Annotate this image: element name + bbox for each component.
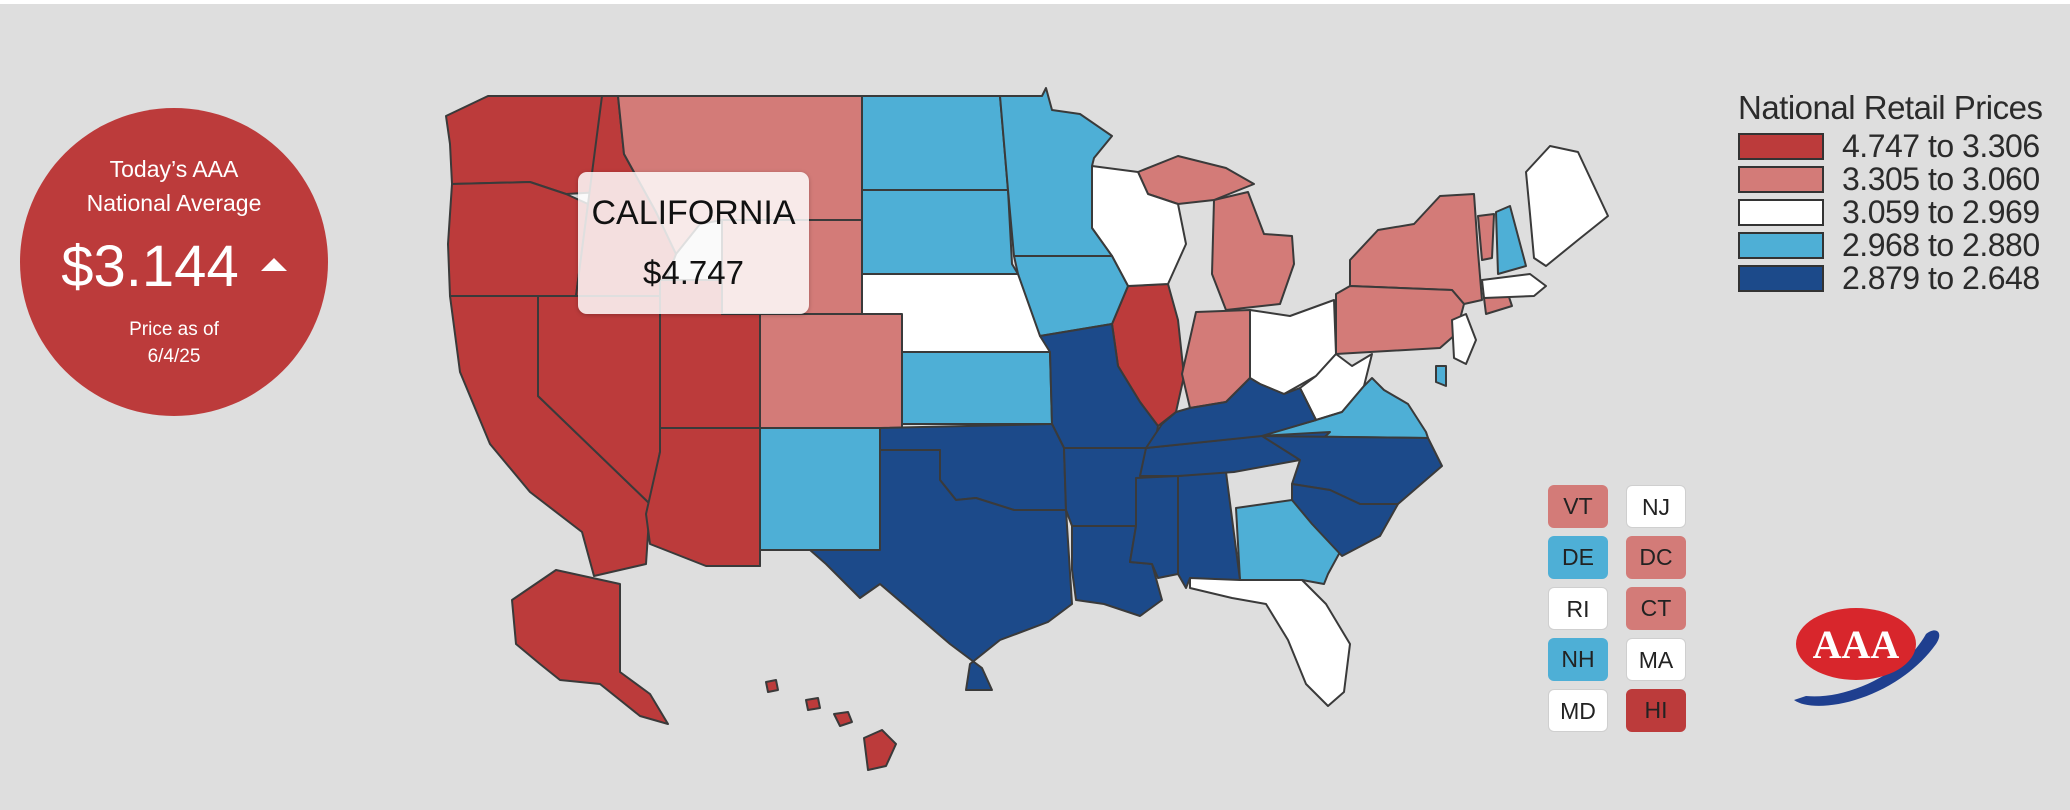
legend-swatch	[1738, 199, 1824, 226]
trend-up-arrow-icon	[260, 258, 287, 272]
state-new-hampshire[interactable]	[1495, 205, 1527, 275]
legend-item-label: 2.879 to 2.648	[1842, 260, 2040, 296]
state-mississippi[interactable]	[1129, 475, 1179, 579]
small-state-vt[interactable]: VT	[1548, 485, 1608, 528]
legend-swatch	[1738, 166, 1824, 193]
state-hawaii[interactable]	[863, 729, 897, 771]
state-colorado[interactable]	[759, 313, 903, 429]
state-alaska[interactable]	[511, 569, 669, 725]
small-state-ri[interactable]: RI	[1548, 587, 1608, 630]
aaa-logo: AAA	[1794, 608, 1940, 706]
small-state-dc[interactable]: DC	[1626, 536, 1686, 579]
price-as-of-label: Price as of	[129, 319, 219, 340]
legend-swatch	[1738, 232, 1824, 259]
state-arizona[interactable]	[645, 427, 761, 567]
state-tooltip: CALIFORNIA $4.747	[578, 172, 809, 314]
state-north-dakota[interactable]	[861, 95, 1009, 191]
tooltip-state-price: $4.747	[643, 254, 744, 291]
price-legend: National Retail Prices 4.747 to 3.306 3.…	[1738, 88, 2058, 296]
national-average-price: $3.144	[20, 234, 328, 300]
state-michigan[interactable]	[1211, 191, 1295, 311]
state-hawaii-oahu[interactable]	[805, 697, 821, 711]
small-state-md[interactable]: MD	[1548, 689, 1608, 732]
legend-item-label: 4.747 to 3.306	[1842, 128, 2040, 164]
state-kansas[interactable]	[901, 351, 1053, 425]
national-average-title-line2: National Average	[86, 190, 262, 216]
small-state-hi[interactable]: HI	[1626, 689, 1686, 732]
map-panel: Today’s AAA National Average $3.144 Pric…	[0, 4, 2070, 810]
state-south-dakota[interactable]	[861, 189, 1019, 275]
legend-item: 4.747 to 3.306	[1738, 128, 2058, 164]
legend-item-label: 2.968 to 2.880	[1842, 227, 2040, 263]
legend-item: 3.305 to 3.060	[1738, 161, 2058, 197]
national-average-price-value: $3.144	[61, 234, 239, 299]
small-state-de[interactable]: DE	[1548, 536, 1608, 579]
state-hawaii-maui[interactable]	[833, 711, 853, 727]
state-new-jersey[interactable]	[1451, 313, 1477, 365]
legend-title: National Retail Prices	[1738, 89, 2043, 126]
state-florida[interactable]	[1189, 575, 1351, 707]
state-oregon[interactable]	[447, 181, 589, 297]
state-hawaii-kauai[interactable]	[765, 679, 779, 693]
state-massachusetts[interactable]	[1481, 273, 1547, 299]
national-average-date: Price as of 6/4/25	[20, 316, 328, 370]
small-state-ct[interactable]: CT	[1626, 587, 1686, 630]
state-new-mexico[interactable]	[759, 427, 881, 567]
national-average-title: Today’s AAA National Average	[20, 152, 328, 220]
legend-item: 2.968 to 2.880	[1738, 227, 2058, 263]
legend-swatch	[1738, 133, 1824, 160]
state-maine[interactable]	[1525, 145, 1609, 267]
legend-item: 3.059 to 2.969	[1738, 194, 2058, 230]
price-date: 6/4/25	[147, 346, 201, 367]
national-average-title-line1: Today’s AAA	[109, 156, 239, 182]
small-state-nh[interactable]: NH	[1548, 638, 1608, 681]
legend-item: 2.879 to 2.648	[1738, 260, 2058, 296]
legend-swatch	[1738, 265, 1824, 292]
state-alabama[interactable]	[1177, 471, 1241, 589]
legend-item-label: 3.059 to 2.969	[1842, 194, 2040, 230]
aaa-logo-oval	[1796, 608, 1916, 680]
state-south-carolina[interactable]	[1291, 483, 1399, 557]
legend-item-label: 3.305 to 3.060	[1842, 161, 2040, 197]
state-kentucky[interactable]	[1145, 377, 1317, 449]
state-north-carolina[interactable]	[1261, 435, 1443, 505]
state-texas[interactable]	[809, 449, 1073, 691]
state-delaware[interactable]	[1435, 365, 1447, 387]
small-state-nj[interactable]: NJ	[1626, 485, 1686, 528]
state-vermont[interactable]	[1477, 213, 1495, 261]
state-pennsylvania[interactable]	[1335, 285, 1465, 355]
tooltip-state-name: CALIFORNIA	[591, 194, 796, 232]
aaa-logo-swoosh	[1794, 630, 1940, 706]
national-average-badge: Today’s AAA National Average $3.144 Pric…	[20, 108, 328, 416]
state-virginia[interactable]	[1259, 377, 1429, 439]
aaa-logo-text: AAA	[1813, 622, 1900, 667]
small-state-ma[interactable]: MA	[1626, 638, 1686, 681]
